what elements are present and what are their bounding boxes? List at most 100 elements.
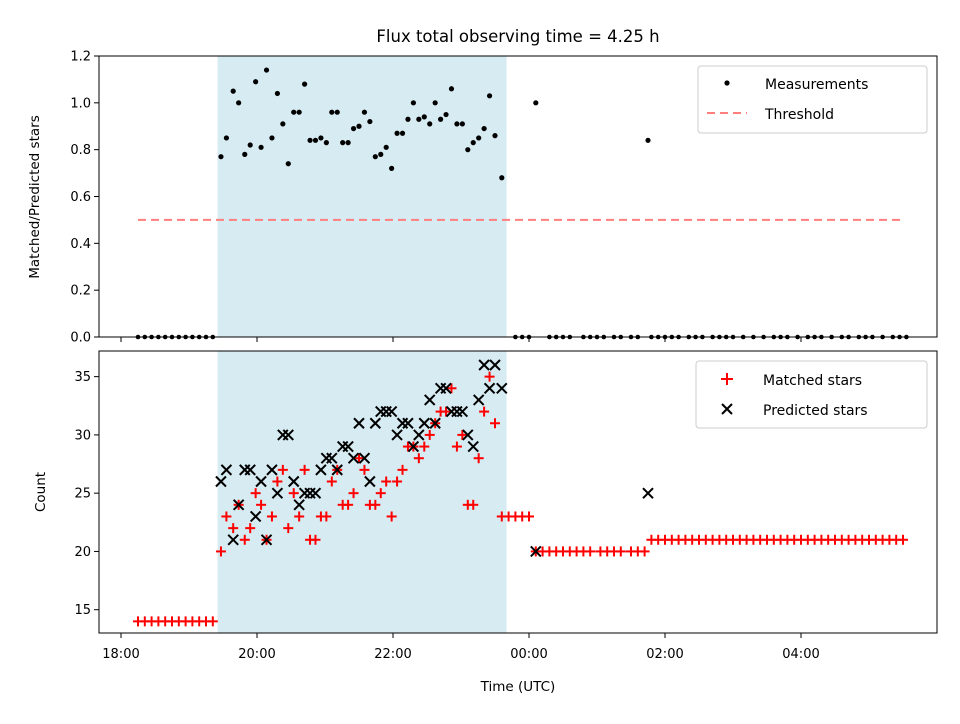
measurement-point (285, 161, 291, 167)
top-y-tick-label: 0.4 (70, 237, 91, 252)
predicted-star-point (288, 475, 300, 488)
top-axes-frame (98, 55, 938, 338)
matched-star-point (457, 429, 468, 440)
bottom-y-tick-label: 15 (74, 603, 91, 618)
measurement-point (394, 130, 400, 136)
matched-star-point (294, 511, 305, 522)
measurement-point (389, 165, 395, 171)
measurement-point (312, 137, 319, 143)
predicted-stars-points (215, 359, 654, 558)
matched-star-point (239, 534, 250, 545)
matched-star-point (310, 534, 321, 545)
measurement-point (263, 67, 270, 73)
predicted-star-point (215, 475, 227, 488)
matched-star-point (441, 406, 452, 417)
bottom-y-tick-label: 20 (74, 545, 91, 560)
bottom-legend: Matched stars Predicted stars (695, 360, 928, 429)
matched-star-point (524, 511, 534, 522)
predicted-star-point (232, 499, 245, 511)
legend-measurements-label: Measurements (765, 77, 868, 93)
matched-stars-points (133, 371, 908, 627)
matched-star-point (446, 383, 457, 394)
predicted-star-point (402, 417, 414, 429)
x-tick-label: 20:00 (238, 647, 275, 662)
measurement-point (269, 135, 275, 141)
predicted-star-point (271, 487, 284, 499)
measurement-point (405, 116, 411, 122)
top-observing-window (217, 56, 507, 337)
predicted-star-point (358, 452, 371, 464)
top-y-tick-label: 0.2 (70, 284, 91, 299)
legend-predicted-marker (721, 403, 733, 415)
matched-star-point (250, 488, 261, 499)
predicted-star-point (413, 429, 425, 441)
predicted-star-point (309, 487, 322, 499)
x-tick-label: 22:00 (374, 647, 411, 662)
predicted-star-point (472, 394, 485, 406)
measurement-point (302, 81, 308, 87)
measurement-point (421, 114, 427, 120)
measurement-point (410, 100, 416, 106)
measurement-point (645, 137, 651, 143)
top-y-tick-label: 0.8 (70, 143, 91, 158)
measurement-point (230, 88, 236, 94)
bottom-y-tick-label: 25 (74, 487, 91, 502)
top-y-tick-label: 0.0 (70, 331, 91, 346)
matched-star-point (424, 429, 435, 440)
matched-star-point (419, 441, 430, 452)
matched-star-point (272, 476, 283, 487)
measurement-point (367, 118, 373, 125)
measurement-point (247, 142, 253, 148)
matched-star-point (207, 616, 218, 627)
predicted-star-point (249, 510, 262, 523)
top-y-tick-label: 1.0 (70, 96, 91, 111)
predicted-star-point (364, 475, 376, 488)
predicted-star-point (244, 464, 256, 476)
bottom-panel: 15 20 25 30 35 18:00 20:00 22:00 00:00 02:00 04:0… (33, 350, 938, 695)
measurement-point (427, 121, 433, 127)
measurement-point (378, 151, 384, 157)
predicted-star-point (456, 405, 469, 418)
predicted-star-point (478, 359, 490, 371)
predicted-star-point (293, 499, 305, 511)
measurement-point (486, 93, 493, 99)
predicted-star-point (424, 394, 436, 406)
matched-star-point (348, 488, 359, 499)
measurement-point (383, 144, 389, 150)
x-tick-label: 04:00 (782, 647, 819, 662)
measurement-point (416, 116, 422, 122)
matched-star-point (473, 453, 484, 464)
matched-star-point (228, 523, 239, 534)
predicted-star-point (489, 359, 501, 371)
measurement-point (296, 109, 302, 115)
predicted-star-point (385, 405, 398, 418)
measurement-point (334, 109, 340, 115)
predicted-star-point (440, 382, 452, 394)
chart-title: Flux total observing time = 4.25 h (376, 27, 659, 46)
matched-star-point (615, 546, 626, 557)
measurement-point (361, 109, 368, 115)
bottom-legend-box (695, 360, 928, 429)
bottom-y-axis-label: Count (33, 472, 49, 512)
legend-threshold-label: Threshold (764, 107, 834, 123)
predicted-star-point (467, 440, 479, 453)
x-axis-label: Time (UTC) (480, 679, 556, 695)
predicted-star-point (496, 382, 508, 394)
matched-star-point (321, 511, 332, 522)
matched-star-point (375, 488, 386, 499)
measurement-point (253, 79, 259, 85)
predicted-star-point (429, 417, 441, 429)
matched-star-point (451, 441, 462, 452)
measurement-points (218, 67, 651, 181)
measurement-point (399, 130, 406, 136)
measurement-point (448, 86, 455, 92)
predicted-star-point (260, 534, 273, 546)
top-legend-box (697, 65, 928, 134)
matched-star-point (490, 418, 500, 429)
matched-star-point (221, 511, 232, 522)
measurement-point (350, 125, 357, 132)
measurement-point (242, 151, 248, 157)
measurement-point (218, 154, 224, 160)
matched-star-point (585, 546, 596, 557)
